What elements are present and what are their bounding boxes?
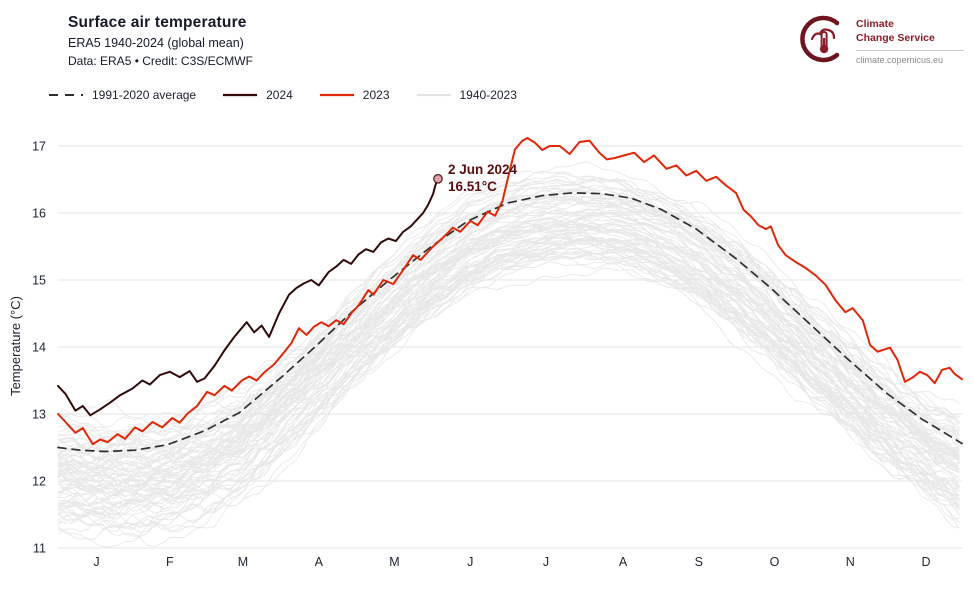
legend-label: 2024: [266, 88, 293, 102]
chart-subtitle: ERA5 1940-2024 (global mean): [68, 36, 244, 50]
climate-service-icon: [799, 14, 849, 69]
legend-swatch: [223, 93, 258, 97]
logo-line2: Change Service: [856, 31, 935, 44]
legend-swatch: [416, 93, 451, 97]
y-tick-label: 14: [32, 341, 46, 355]
x-month-label: S: [695, 555, 703, 569]
ensemble-line: [57, 198, 960, 486]
legend-item-1940-2023: 1940-2023: [416, 88, 517, 102]
ensemble-line: [57, 267, 960, 519]
legend-swatch: [49, 94, 83, 96]
ensemble-line: [57, 178, 960, 478]
legend-label: 1991-2020 average: [92, 88, 197, 102]
page-title: Surface air temperature: [68, 14, 247, 31]
ensemble-line: [57, 194, 960, 493]
ensemble-line: [57, 185, 960, 481]
chart-svg: 11 12 13 14 15 16 17 J F M A M J J A S O N D Temperature (°…: [8, 137, 963, 569]
x-month-label: J: [467, 555, 473, 569]
ensemble-line: [57, 196, 960, 452]
annotation-value: 16.51°C: [448, 179, 497, 194]
x-month-label: A: [315, 555, 324, 569]
logo-text-block: Climate Change Service climate.copernicu…: [856, 18, 964, 65]
ensemble-line: [57, 216, 960, 502]
ensemble-line: [57, 235, 960, 509]
ensemble-line: [57, 247, 960, 526]
ensemble-line: [57, 254, 960, 499]
x-month-label: N: [846, 555, 855, 569]
x-month-label: D: [921, 555, 930, 569]
ensemble-line: [57, 205, 960, 453]
logo-url: climate.copernicus.eu: [856, 54, 944, 65]
x-month-label: O: [770, 555, 780, 569]
legend-item-2023: 2023: [319, 88, 390, 102]
logo-line1: Climate: [856, 18, 894, 31]
chart-header: Surface air temperature ERA5 1940-2024 (…: [68, 14, 253, 68]
x-month-label: M: [389, 555, 399, 569]
ensemble-line: [57, 195, 960, 452]
legend-label: 1940-2023: [459, 88, 517, 102]
y-axis-title: Temperature (°C): [8, 296, 23, 396]
ensemble-line: [57, 196, 960, 464]
copernicus-logo: Climate Change Service climate.copernicu…: [799, 14, 964, 69]
annotation-date: 2 Jun 2024: [448, 162, 518, 177]
y-tick-label: 13: [32, 408, 46, 422]
ensemble-line: [57, 238, 960, 489]
y-tick-label: 11: [33, 542, 46, 556]
ensemble-line: [57, 252, 960, 548]
x-month-label: M: [238, 555, 248, 569]
legend-label: 2023: [362, 88, 390, 102]
y-tick-label: 16: [32, 207, 46, 221]
ensemble-line: [57, 175, 960, 457]
x-month-label: F: [166, 555, 174, 569]
legend: 1991-2020 average 2024 2023 1940-2023: [48, 88, 517, 102]
y-tick-label: 17: [32, 140, 46, 154]
ensemble-line: [57, 244, 960, 530]
annotation-marker: [433, 174, 443, 184]
series-1991-2020-average-line: [57, 192, 963, 453]
ensemble-line: [57, 219, 960, 496]
x-month-label: J: [543, 555, 549, 569]
series-2024-line: [57, 177, 439, 417]
data-credit: Data: ERA5 • Credit: C3S/ECMWF: [68, 54, 253, 68]
ensemble-line: [57, 204, 960, 481]
ensemble-line: [57, 251, 960, 527]
ensemble-line: [57, 257, 960, 508]
y-tick-label: 15: [32, 274, 46, 288]
x-month-label: J: [93, 555, 99, 569]
legend-item-1991-2020-average: 1991-2020 average: [48, 88, 196, 102]
ensemble-line: [57, 183, 960, 459]
y-tick-label: 12: [32, 475, 46, 489]
ensemble-line: [57, 173, 960, 470]
series-2023-line: [57, 137, 963, 446]
ensemble-line: [57, 196, 960, 461]
legend-item-2024: 2024: [222, 88, 293, 102]
logo-divider: [856, 49, 964, 51]
x-month-label: A: [619, 555, 628, 569]
ensemble-line: [57, 184, 960, 442]
legend-swatch: [319, 93, 354, 97]
